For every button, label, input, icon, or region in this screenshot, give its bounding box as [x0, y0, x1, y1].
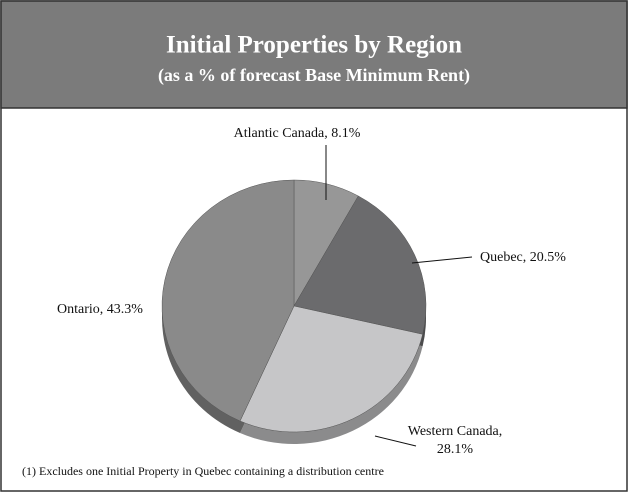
header: [0, 0, 628, 109]
footnote: (1) Excludes one Initial Property in Que…: [22, 464, 384, 478]
pie-slice: [293, 195, 427, 335]
pie-slice: [239, 305, 423, 433]
pie-slice: [161, 179, 295, 422]
chart-subtitle: (as a % of forecast Base Minimum Rent): [158, 65, 470, 86]
label-line: 28.1%: [437, 442, 474, 457]
slice-label: Atlantic Canada, 8.1%: [234, 126, 361, 141]
slice-label: Quebec, 20.5%: [480, 250, 566, 265]
leader-line: [374, 435, 417, 447]
slice-label: Western Canada, 28.1%: [408, 424, 503, 457]
label-line: Western Canada,: [408, 424, 503, 439]
chart-title: Initial Properties by Region: [166, 32, 462, 59]
leader-line: [411, 256, 473, 264]
slice-label: Ontario, 43.3%: [57, 302, 143, 317]
